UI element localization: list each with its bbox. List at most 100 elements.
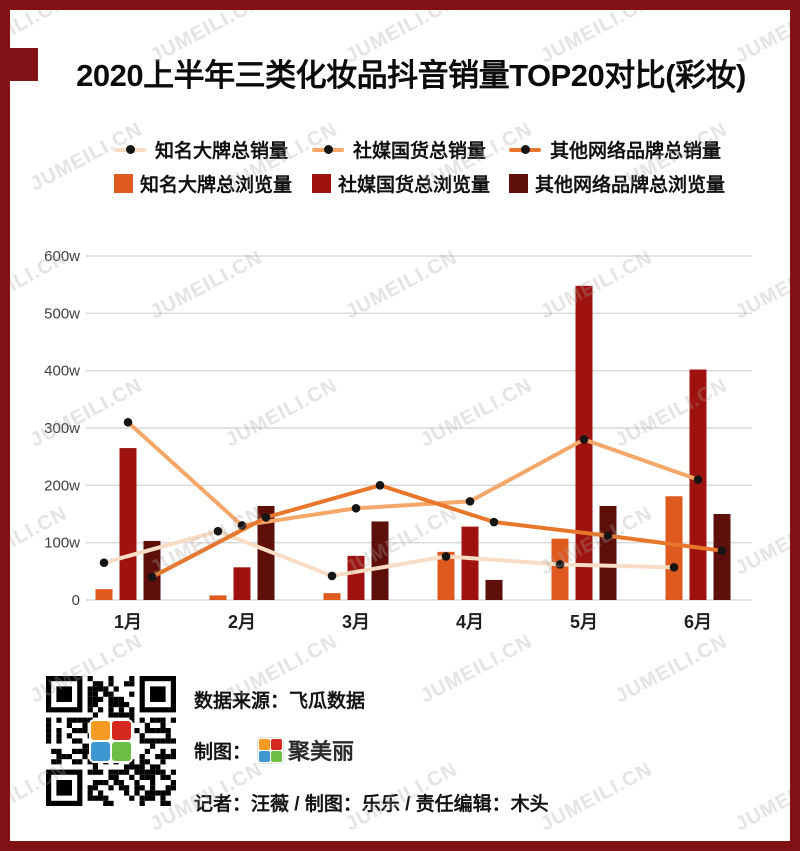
byline-text: 记者：汪薇 / 制图：乐乐 / 责任编辑：木头 (194, 794, 549, 815)
bar-知名大牌总浏览量-5月 (551, 538, 569, 600)
bar-社媒国货总浏览量-1月 (119, 448, 137, 600)
marker-dot-icon (521, 144, 530, 154)
bar-其他网络品牌总浏览量-5月 (599, 505, 617, 600)
marker-知名大牌总销量-1月 (99, 558, 109, 568)
marker-社媒国货总销量-3月 (351, 503, 361, 513)
legend-label: 知名大牌总浏览量 (140, 175, 293, 196)
marker-知名大牌总销量-4月 (441, 552, 451, 561)
y-tick-label: 200w (44, 477, 80, 494)
qr-center-logo (89, 719, 133, 763)
bar-知名大牌总浏览量-6月 (665, 496, 683, 600)
y-tick-label: 0 (72, 592, 80, 609)
credit-label: 制图： (194, 741, 252, 763)
x-axis-labels: 1月 2月 3月 4月 5月 6月 (114, 612, 712, 632)
bar-知名大牌总浏览量-1月 (95, 589, 113, 600)
legend-item-bar-2: 其他网络品牌总浏览量 (509, 170, 725, 197)
legend-item-line-1: 社媒国货总销量 (312, 136, 509, 163)
line-其他网络品牌总销量 (150, 483, 724, 580)
bar-社媒国货总浏览量-4月 (461, 526, 479, 600)
y-tick-label: 100w (44, 535, 80, 552)
brand-name: 聚美丽 (288, 739, 355, 764)
marker-社媒国货总销量-5月 (579, 435, 589, 444)
qr-code (46, 676, 176, 806)
title-accent-block (10, 48, 38, 81)
legend-label: 社媒国货总浏览量 (338, 175, 491, 196)
watermark-text: JUMEILI.CN (731, 758, 790, 836)
watermark-text: JUMEILI.CN (611, 630, 732, 708)
bar-其他网络品牌总浏览量-6月 (713, 514, 731, 600)
bar-其他网络品牌总浏览量-3月 (371, 521, 389, 600)
x-tick-label: 6月 (684, 612, 712, 632)
marker-其他网络品牌总销量-1月 (147, 572, 157, 582)
marker-其他网络品牌总销量-4月 (489, 517, 499, 527)
bar-swatch-icon (509, 174, 528, 193)
bar-社媒国货总浏览量-6月 (689, 369, 707, 600)
line-swatch-icon (509, 144, 541, 154)
legend-item-bar-1: 社媒国货总浏览量 (312, 170, 509, 197)
marker-社媒国货总销量-2月 (237, 521, 247, 530)
marker-知名大牌总销量-6月 (669, 563, 679, 572)
legend-bars-row: 知名大牌总浏览量 社媒国货总浏览量 其他网络品牌总浏览量 (114, 170, 725, 197)
marker-知名大牌总销量-2月 (213, 526, 223, 536)
x-tick-label: 2月 (228, 612, 256, 632)
watermark-text: JUMEILI.CN (536, 758, 657, 836)
data-source-text: 数据来源：飞瓜数据 (194, 691, 366, 712)
marker-其他网络品牌总销量-5月 (603, 531, 613, 541)
y-tick-label: 300w (44, 420, 80, 437)
marker-其他网络品牌总销量-3月 (375, 481, 385, 490)
line-swatch-icon (114, 144, 146, 154)
watermark-text: JUMEILI.CN (416, 630, 537, 708)
logo-quadrant (271, 750, 283, 762)
logo-quadrant (91, 742, 110, 761)
gridlines: 0 100w 200w 300w 400w 500w 600w (44, 248, 752, 609)
line-知名大牌总销量 (102, 529, 676, 578)
line-swatch-icon (312, 144, 344, 154)
legend-label: 社媒国货总销量 (353, 141, 487, 162)
bar-知名大牌总浏览量-3月 (323, 593, 341, 600)
bar-其他网络品牌总浏览量-1月 (143, 540, 161, 600)
qr-code-image (46, 676, 176, 806)
x-tick-label: 3月 (342, 612, 370, 632)
marker-dot-icon (324, 144, 333, 154)
x-tick-label: 4月 (456, 612, 484, 632)
y-tick-label: 400w (44, 363, 80, 380)
legend-item-bar-0: 知名大牌总浏览量 (114, 170, 312, 197)
jumeili-logo-icon (257, 736, 285, 764)
bar-社媒国货总浏览量-2月 (233, 567, 251, 600)
bars-group (95, 285, 731, 600)
logo-quadrant (91, 721, 110, 740)
logo-quadrant (271, 738, 283, 750)
combo-chart: 0 100w 200w 300w 400w 500w 600w 1月 2月 3月 4月 5月 6月 (44, 248, 752, 632)
line-社媒国货总销量 (126, 420, 700, 528)
lines-group (99, 417, 727, 582)
marker-其他网络品牌总销量-2月 (261, 513, 271, 522)
legend-label: 知名大牌总销量 (155, 141, 289, 162)
legend-label: 其他网络品牌总浏览量 (535, 175, 726, 196)
marker-社媒国货总销量-4月 (465, 497, 475, 506)
logo-quadrant (112, 721, 131, 740)
x-tick-label: 1月 (114, 612, 142, 632)
marker-dot-icon (126, 144, 135, 154)
credit-line: 制图： 聚美丽 (194, 734, 354, 766)
marker-其他网络品牌总销量-6月 (717, 546, 727, 555)
legend-item-line-0: 知名大牌总销量 (114, 136, 312, 163)
legend-item-line-2: 其他网络品牌总销量 (509, 136, 721, 163)
bar-其他网络品牌总浏览量-4月 (485, 579, 503, 600)
marker-社媒国货总销量-1月 (123, 417, 133, 427)
x-tick-label: 5月 (570, 612, 598, 632)
y-tick-label: 600w (44, 248, 80, 265)
bar-swatch-icon (114, 174, 133, 193)
marker-社媒国货总销量-6月 (693, 475, 703, 484)
logo-quadrant (112, 742, 131, 761)
marker-知名大牌总销量-3月 (327, 571, 337, 581)
bar-社媒国货总浏览量-3月 (347, 555, 365, 600)
bar-swatch-icon (312, 174, 331, 193)
logo-quadrant (259, 738, 271, 750)
legend-lines-row: 知名大牌总销量 社媒国货总销量 其他网络品牌总销量 (114, 136, 721, 163)
bar-其他网络品牌总浏览量-2月 (257, 505, 275, 600)
legend-label: 其他网络品牌总销量 (550, 141, 722, 162)
bar-知名大牌总浏览量-4月 (437, 551, 455, 600)
logo-quadrant (259, 750, 271, 762)
y-tick-label: 500w (44, 305, 80, 322)
